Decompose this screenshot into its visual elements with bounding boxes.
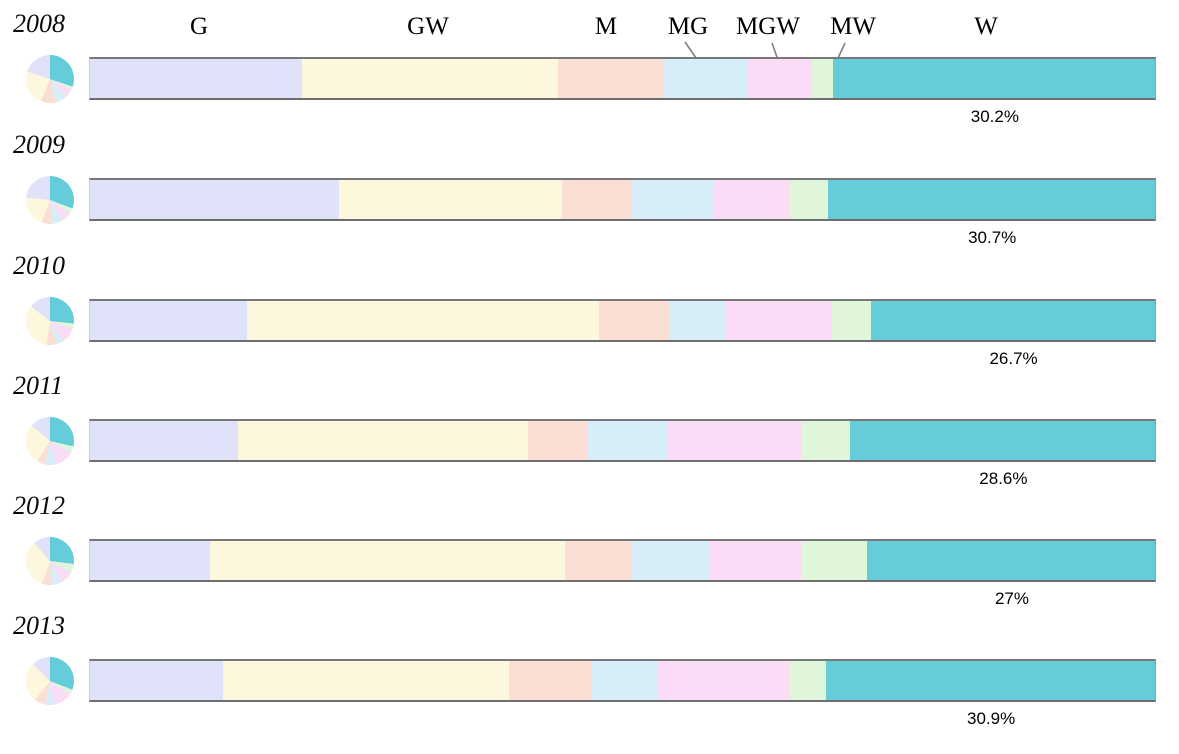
w-percent-label-2009: 30.7% [968, 228, 1017, 247]
bar-segment-mgw-2013 [657, 661, 790, 700]
year-label-2013: 2013 [13, 611, 65, 640]
bar-segment-mg-2012 [632, 541, 710, 580]
w-percent-label-2012: 27% [994, 589, 1029, 608]
bar-segment-mw-2011 [802, 421, 851, 460]
stacked-bar-2012 [89, 539, 1156, 582]
bar-segment-w-2012 [867, 541, 1155, 580]
category-label-mg: MG [667, 13, 709, 40]
year-label-2009: 2009 [13, 130, 65, 159]
stacked-bar-2011 [89, 419, 1156, 462]
bar-segment-mg-2009 [632, 180, 713, 219]
w-percent-label-2008: 30.2% [970, 107, 1019, 126]
bar-segment-mg-2013 [591, 661, 658, 700]
bar-segment-m-2013 [508, 661, 592, 700]
year-label-2012: 2012 [13, 491, 65, 520]
bar-segment-g-2011 [90, 421, 239, 460]
bar-segment-mg-2008 [664, 59, 749, 98]
pie-chart-2010 [26, 296, 74, 345]
bar-segment-g-2009 [90, 180, 340, 219]
category-label-w: W [974, 13, 998, 40]
bar-segment-mgw-2011 [667, 421, 803, 460]
bar-segment-mw-2012 [801, 541, 868, 580]
bar-segment-mgw-2010 [724, 301, 833, 340]
category-label-m: M [594, 13, 618, 40]
bar-segment-m-2012 [564, 541, 633, 580]
bar-segment-mw-2010 [832, 301, 871, 340]
bar-segment-g-2012 [90, 541, 211, 580]
stacked-bar-2010 [89, 299, 1156, 342]
bar-segment-w-2009 [828, 180, 1155, 219]
bar-segment-mg-2011 [588, 421, 668, 460]
w-percent-label-2013: 30.9% [967, 709, 1016, 728]
bar-segment-mgw-2009 [713, 180, 790, 219]
bar-segment-mgw-2008 [748, 59, 813, 98]
bar-segment-m-2008 [557, 59, 665, 98]
bar-segment-g-2008 [90, 59, 302, 98]
stacked-bar-2009 [89, 178, 1156, 221]
bar-segment-gw-2011 [238, 421, 528, 460]
pie-chart-2009 [26, 175, 74, 224]
bar-segment-gw-2013 [223, 661, 509, 700]
bar-segment-g-2013 [90, 661, 224, 700]
bar-segment-mgw-2012 [709, 541, 802, 580]
bar-segment-gw-2009 [339, 180, 562, 219]
pie-chart-2012 [26, 536, 74, 585]
bar-segment-m-2011 [527, 421, 589, 460]
bar-segment-w-2010 [870, 301, 1155, 340]
bar-segment-m-2010 [599, 301, 670, 340]
pie-chart-2013 [26, 656, 74, 705]
year-label-2008: 2008 [13, 9, 65, 38]
bar-segment-gw-2008 [301, 59, 558, 98]
bar-segment-w-2008 [833, 59, 1155, 98]
category-label-g: G [189, 13, 209, 40]
stacked-bar-2013 [89, 659, 1156, 702]
bar-segment-gw-2010 [246, 301, 600, 340]
bar-segment-mw-2008 [812, 59, 834, 98]
bar-segment-mg-2010 [669, 301, 725, 340]
pie-chart-2011 [26, 416, 74, 465]
year-label-2011: 2011 [13, 371, 64, 400]
pie-chart-2008 [26, 54, 74, 103]
year-label-2010: 2010 [13, 251, 65, 280]
bar-segment-w-2013 [825, 661, 1155, 700]
bar-segment-m-2009 [561, 180, 633, 219]
bar-segment-gw-2012 [210, 541, 565, 580]
w-percent-label-2011: 28.6% [979, 469, 1028, 488]
bar-segment-w-2011 [850, 421, 1155, 460]
bar-segment-mw-2013 [789, 661, 826, 700]
category-label-mgw: MGW [736, 13, 800, 40]
category-label-mw: MW [830, 13, 876, 40]
w-percent-label-2010: 26.7% [989, 349, 1038, 368]
category-label-gw: GW [407, 13, 449, 40]
bar-segment-mw-2009 [789, 180, 828, 219]
bar-segment-g-2010 [90, 301, 247, 340]
stacked-bar-2008 [89, 57, 1156, 100]
